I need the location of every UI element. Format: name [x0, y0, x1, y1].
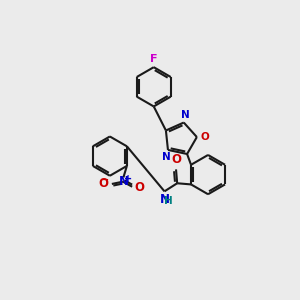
Text: N: N: [162, 152, 171, 162]
Text: O: O: [171, 153, 181, 167]
Text: O: O: [200, 132, 209, 142]
Text: N: N: [160, 193, 170, 206]
Text: O: O: [99, 178, 109, 190]
Text: −: −: [100, 175, 109, 185]
Text: N: N: [181, 110, 189, 120]
Text: +: +: [124, 174, 132, 184]
Text: N: N: [118, 175, 128, 188]
Text: H: H: [164, 196, 172, 206]
Text: O: O: [134, 182, 144, 194]
Text: F: F: [150, 54, 158, 64]
